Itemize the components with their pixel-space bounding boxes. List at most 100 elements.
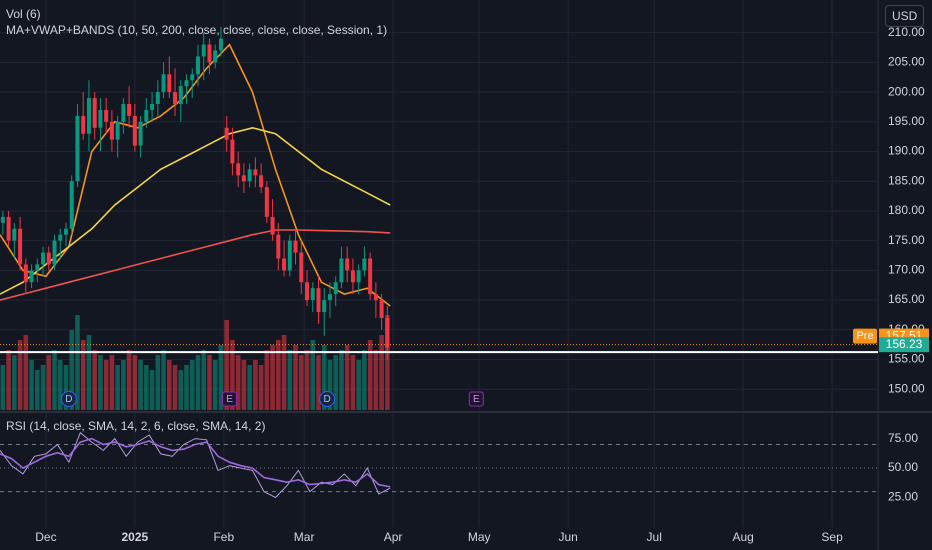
volume-bar	[0, 365, 6, 410]
x-tick-label: Aug	[732, 530, 753, 544]
y-tick-label: 205.00	[888, 55, 925, 69]
rsi-tick-label: 25.00	[888, 490, 918, 504]
x-tick-label: Feb	[213, 530, 234, 544]
candle-body	[167, 74, 172, 93]
volume-bar	[126, 350, 132, 410]
y-tick-label: 180.00	[888, 203, 925, 217]
earnings-marker	[468, 391, 484, 407]
volume-bar	[195, 355, 201, 410]
candle-body	[276, 234, 281, 259]
premarket-label: Pre	[856, 330, 873, 342]
x-tick-label: Jun	[558, 530, 577, 544]
y-tick-label: 190.00	[888, 144, 925, 158]
candle-body	[270, 216, 275, 235]
volume-bar	[379, 335, 384, 410]
ma-label[interactable]: MA+VWAP+BANDS (10, 50, 200, close, close…	[6, 23, 388, 37]
candle-body	[373, 294, 378, 301]
last-price-tag	[879, 337, 929, 353]
volume-bar	[161, 350, 166, 410]
candle-body	[138, 121, 143, 146]
volume-bar	[344, 345, 350, 410]
volume-bar	[138, 360, 143, 410]
volume-bar	[362, 350, 367, 410]
volume-label[interactable]: Vol (6)	[6, 7, 41, 21]
candle-body	[81, 115, 86, 134]
candle-body	[385, 317, 390, 348]
candle-body	[264, 187, 269, 217]
volume-bar	[333, 355, 339, 410]
candle-body	[29, 270, 34, 283]
y-tick-label: 165.00	[888, 292, 925, 306]
y-tick-label: 185.00	[888, 173, 925, 187]
premarket-tag	[853, 328, 877, 344]
candle-body	[0, 216, 5, 223]
volume-bar	[75, 315, 80, 410]
volume-bar	[253, 360, 258, 410]
candle-body	[195, 56, 200, 75]
rsi-line	[0, 437, 391, 488]
event-label: E	[226, 394, 233, 405]
candle-body	[299, 252, 304, 283]
candle-body	[75, 115, 80, 182]
candle-body	[23, 264, 28, 283]
volume-bar	[287, 350, 293, 410]
dividend-marker	[60, 391, 77, 407]
rsi-line	[0, 431, 391, 499]
volume-bar	[304, 350, 310, 410]
rsi-label[interactable]: RSI (14, close, SMA, 14, 2, 6, close, SM…	[6, 419, 266, 433]
volume-bar	[310, 340, 316, 410]
volume-bar	[115, 365, 120, 410]
volume-bar	[201, 350, 207, 410]
candle-body	[127, 103, 132, 116]
rsi-tick-label: 75.00	[888, 431, 918, 445]
candle-body	[6, 216, 11, 241]
candle-body	[155, 92, 160, 104]
candle-body	[247, 169, 252, 182]
candle-body	[379, 300, 384, 318]
candle-body	[178, 86, 183, 104]
candle-body	[362, 258, 367, 271]
volume-bar	[373, 350, 379, 410]
candle-body	[350, 270, 355, 283]
volume-bar	[12, 355, 17, 410]
volume-bar	[46, 355, 52, 410]
candle-body	[144, 109, 149, 122]
volume-bar	[144, 365, 149, 410]
x-tick-label: May	[468, 530, 491, 544]
candle-body	[356, 270, 361, 283]
moving-average	[0, 229, 391, 301]
y-tick-label: 210.00	[888, 25, 925, 39]
candle-body	[322, 300, 327, 312]
volume-bar	[270, 345, 275, 410]
candle-body	[368, 258, 373, 295]
volume-bar	[121, 360, 126, 410]
y-tick-label: 175.00	[888, 233, 925, 247]
candle-body	[173, 92, 178, 104]
volume-bar	[172, 365, 178, 410]
y-tick-label: 155.00	[888, 352, 925, 366]
volume-bar	[298, 355, 304, 410]
volume-bar	[281, 335, 287, 410]
volume-bar	[212, 360, 218, 410]
event-label: E	[473, 394, 480, 405]
x-tick-label: Sep	[821, 530, 843, 544]
candle-body	[287, 240, 292, 271]
volume-bar	[155, 355, 161, 410]
volume-bar	[235, 355, 241, 410]
volume-bar	[327, 360, 333, 410]
volume-bar	[321, 345, 327, 410]
candle-body	[230, 139, 235, 164]
volume-bar	[23, 335, 29, 410]
x-tick-label: 2025	[122, 530, 149, 544]
candle-body	[150, 103, 155, 110]
candle-body	[98, 109, 103, 128]
x-tick-label: Jul	[647, 530, 662, 544]
volume-bar	[35, 370, 40, 410]
candle-body	[201, 44, 206, 57]
candle-body	[52, 240, 57, 265]
currency-button[interactable]: USD	[885, 5, 925, 27]
volume-bar	[241, 360, 247, 410]
candle-body	[327, 294, 332, 301]
candle-body	[236, 163, 241, 176]
